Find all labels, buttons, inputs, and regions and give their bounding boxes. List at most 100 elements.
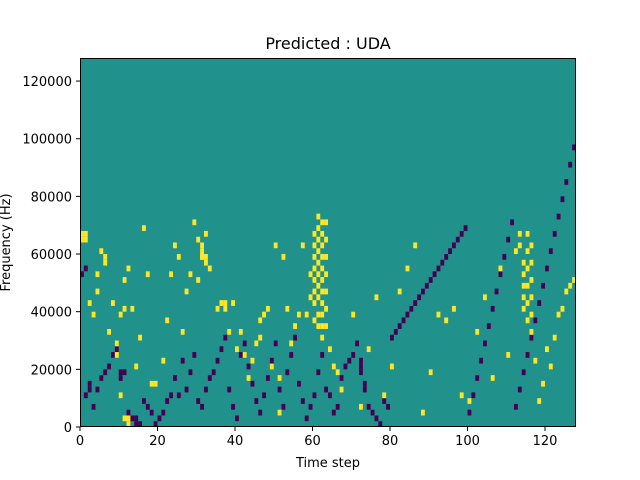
heatmap-cell-low	[118, 369, 123, 376]
heatmap-cell-high	[397, 288, 402, 295]
heatmap-cell-low	[459, 230, 464, 237]
heatmap-cell-high	[529, 311, 534, 318]
heatmap-cell-high	[258, 317, 263, 324]
heatmap-cell-low	[494, 288, 499, 295]
heatmap-cell-high	[126, 265, 131, 272]
heatmap-cell-high	[165, 317, 170, 324]
heatmap-cell-low	[529, 334, 534, 341]
heatmap-cell-low	[386, 403, 390, 410]
heatmap-cell-low	[572, 144, 576, 151]
heatmap-cell-low	[126, 409, 131, 416]
heatmap-cell-high	[83, 236, 88, 243]
heatmap-cell-low	[432, 271, 437, 278]
heatmap-cell-low	[444, 254, 449, 260]
heatmap-cell-low	[428, 277, 433, 283]
heatmap-cell-high	[118, 311, 123, 318]
heatmap-cell-low	[413, 300, 418, 306]
heatmap-cell-low	[80, 271, 84, 278]
heatmap-cell-low	[316, 369, 321, 376]
heatmap-cell-high	[324, 254, 328, 260]
heatmap-cell-high	[134, 363, 139, 370]
heatmap-cell-high	[521, 282, 526, 289]
heatmap-cell-low	[355, 340, 359, 347]
heatmap-cell-high	[556, 311, 561, 318]
y-tick-label: 80000	[31, 190, 72, 205]
heatmap-cell-high	[238, 328, 243, 335]
x-axis: 0 20 40 60 80 100 120	[76, 427, 557, 449]
heatmap-cell-low	[192, 352, 197, 358]
heatmap-cell-low	[114, 346, 119, 353]
heatmap-cell-high	[537, 398, 542, 404]
heatmap-cell-low	[324, 386, 328, 393]
heatmap-cell-low	[498, 271, 503, 278]
heatmap-cell-low	[560, 196, 565, 203]
heatmap-cell-high	[517, 230, 522, 237]
heatmap-cell-low	[475, 375, 480, 381]
heatmap-cell-low	[393, 328, 398, 335]
heatmap-cell-high	[320, 334, 325, 341]
heatmap-cell-high	[289, 340, 294, 347]
heatmap-cell-low	[359, 357, 363, 364]
heatmap-cell-low	[467, 409, 472, 416]
heatmap-cell-low	[297, 380, 301, 387]
heatmap-cell-low	[533, 317, 538, 324]
heatmap-cell-low	[99, 375, 104, 381]
heatmap-cell-low	[537, 300, 542, 306]
heatmap-cell-low	[223, 334, 228, 341]
heatmap-cell-high	[149, 380, 154, 387]
heatmap-cell-high	[312, 230, 317, 237]
heatmap-cell-high	[192, 219, 197, 226]
heatmap-cell-low	[262, 392, 266, 399]
heatmap-cell-high	[180, 328, 185, 335]
heatmap-cell-low	[153, 421, 158, 427]
chart-title: Predicted : UDA	[265, 34, 390, 53]
heatmap-cell-low	[145, 403, 150, 410]
heatmap-cell-high	[196, 277, 201, 283]
heatmap-cell-high	[428, 369, 433, 376]
heatmap-cell-low	[304, 415, 309, 422]
heatmap-cell-high	[529, 294, 534, 301]
heatmap-cell-low	[289, 352, 294, 358]
heatmap-cell-high	[200, 254, 204, 260]
heatmap-cell-high	[308, 294, 313, 301]
heatmap-cell-high	[285, 305, 290, 312]
heatmap-cell-low	[308, 403, 313, 410]
heatmap-cell-high	[122, 305, 127, 312]
heatmap-cell-low	[452, 242, 456, 249]
heatmap-cell-high	[541, 380, 545, 387]
heatmap-cell-high	[83, 230, 88, 237]
heatmap-cell-low	[142, 398, 146, 404]
y-tick-label: 60000	[31, 248, 72, 263]
heatmap-cell-high	[169, 271, 173, 278]
heatmap-cell-low	[421, 288, 425, 295]
heatmap-cell-high	[277, 375, 282, 381]
heatmap-cell-high	[316, 311, 321, 318]
heatmap-cell-low	[184, 386, 189, 393]
heatmap-cell-high	[382, 392, 387, 399]
heatmap-cell-low	[215, 357, 220, 364]
heatmap-cell-low	[374, 415, 379, 422]
heatmap-cell-high	[200, 248, 204, 255]
heatmap-cell-high	[436, 311, 441, 318]
heatmap-cell-low	[87, 380, 92, 387]
heatmap-cell-low	[521, 369, 526, 376]
heatmap-cell-high	[467, 398, 472, 404]
heatmap-cell-low	[83, 392, 88, 399]
heatmap-cell-low	[281, 403, 286, 410]
heatmap-cell-high	[122, 415, 127, 422]
heatmap-cell-low	[541, 282, 545, 289]
heatmap-cell-high	[173, 242, 177, 249]
heatmap-cell-high	[235, 346, 239, 353]
heatmap-cell-high	[258, 334, 263, 341]
heatmap-cell-high	[525, 317, 530, 324]
heatmap-cell-high	[273, 242, 278, 249]
heatmap-cell-high	[188, 271, 193, 278]
heatmap-cell-high	[316, 259, 321, 266]
heatmap-cell-low	[300, 398, 305, 404]
heatmap-cell-low	[343, 363, 348, 370]
y-tick-label: 0	[64, 421, 72, 436]
heatmap-cell-high	[111, 300, 115, 306]
heatmap-cell-low	[122, 369, 127, 376]
heatmap-cell-high	[548, 363, 553, 370]
heatmap-cell-low	[502, 254, 507, 260]
